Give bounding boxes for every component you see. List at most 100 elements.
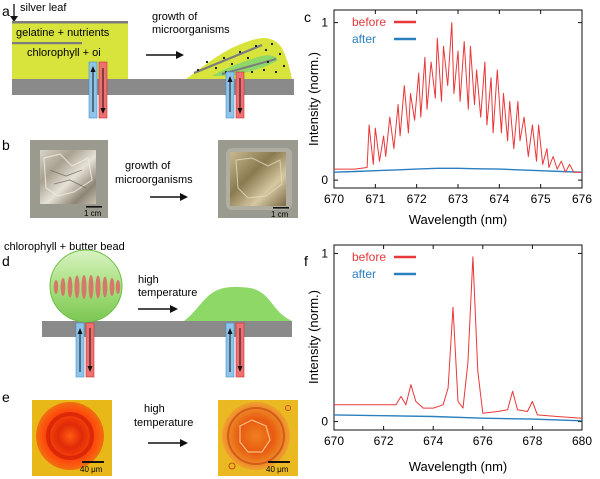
chart-f-ticks: 670 672 674 676 678 680 0 1 xyxy=(321,245,592,448)
melted-bead xyxy=(184,286,292,321)
y-tick-label: 0 xyxy=(321,415,328,429)
growth-arrowhead xyxy=(176,51,184,59)
legend-label-after: after xyxy=(352,32,376,46)
chlorophyll-leaf-tilted xyxy=(221,58,277,75)
microorganism-dots xyxy=(196,42,286,76)
y-tick-label: 1 xyxy=(321,246,328,260)
chart-f-frame xyxy=(333,244,583,431)
bead-after-ring xyxy=(227,407,285,465)
bead-after xyxy=(222,402,290,470)
panel-d-letter: d xyxy=(2,253,10,269)
chart-c-ticks: 670 671 672 673 674 675 676 0 1 xyxy=(321,10,592,206)
bubble-1 xyxy=(228,462,236,470)
panel-e-letter: e xyxy=(2,389,10,405)
x-tick-label: 672 xyxy=(374,434,394,448)
b-caption-1: growth of xyxy=(125,160,171,172)
scalebar-e-after xyxy=(268,461,290,463)
legend-label-after: after xyxy=(352,267,376,281)
chart-c: c 670 671 672 673 674 675 676 0 1 before after Wa… xyxy=(304,9,592,227)
gel-slab xyxy=(12,21,128,79)
growth-label-2: microorganisms xyxy=(152,24,230,36)
silver-leaf-tilted xyxy=(193,43,263,75)
bead-oil-bands xyxy=(53,275,121,299)
bead-before-ring xyxy=(46,412,94,460)
series-line-after xyxy=(334,414,582,422)
layer-gelatine-label: gelatine + nutrients xyxy=(16,27,110,39)
panel-d: d chlorophyll + butter bead high tempera… xyxy=(2,241,292,378)
silver-texture-before xyxy=(43,153,93,197)
layer-chlorophyll-label: chlorophyll + oi xyxy=(27,47,101,59)
silver-texture-after xyxy=(235,157,283,199)
x-tick-label: 671 xyxy=(365,192,385,206)
d-title: chlorophyll + butter bead xyxy=(4,241,125,253)
d-arrowhead-down-left xyxy=(87,366,93,372)
chart-c-ylabel: Intensity (norm.) xyxy=(306,52,321,146)
legend-label-before: before xyxy=(352,250,386,264)
d-arrowhead-down-right xyxy=(237,366,243,372)
series-line-before xyxy=(334,256,582,419)
chart-f: f 670 672 674 676 678 680 0 1 before after Wavel… xyxy=(304,244,592,474)
panel-b: b 1 cm growth of microorganisms 1 cm xyxy=(2,137,298,219)
scalebar-after xyxy=(273,207,289,209)
x-tick-label: 673 xyxy=(448,192,468,206)
d-caption-1: high xyxy=(138,274,159,286)
chart-f-legend: before after xyxy=(352,250,416,281)
panel-a: a silver leaf gelatine + nutrients chlor… xyxy=(2,2,294,119)
legend-label-before: before xyxy=(352,15,386,29)
silver-leaf-layer xyxy=(12,21,128,24)
e-caption-1: high xyxy=(144,403,165,415)
chart-f-ylabel: Intensity (norm.) xyxy=(306,290,321,384)
bubble-2 xyxy=(285,405,291,411)
x-tick-label: 676 xyxy=(572,192,592,206)
b-caption-2: microorganisms xyxy=(115,174,193,186)
scalebar-e-before xyxy=(82,461,104,463)
chart-c-series xyxy=(334,22,582,173)
d-caption-2: temperature xyxy=(138,287,197,299)
chart-c-legend: before after xyxy=(352,15,416,46)
chlorophyll-wedge xyxy=(212,55,278,76)
growth-label-1: growth of xyxy=(152,11,198,23)
chlorophyll-leaf-layer xyxy=(12,42,82,45)
series-line-after xyxy=(334,167,582,173)
silver-leaf-arrowhead xyxy=(10,16,18,22)
x-tick-label: 680 xyxy=(572,434,592,448)
bead-before xyxy=(36,402,104,470)
d-arrowhead xyxy=(170,305,178,313)
x-tick-label: 670 xyxy=(324,434,344,448)
arrowhead-up-left xyxy=(90,66,96,72)
scalebar-label-before: 1 cm xyxy=(84,209,102,218)
panel-f-letter: f xyxy=(304,253,308,269)
silver-texture-before-2 xyxy=(49,169,87,189)
chart-f-xlabel: Wavelength (nm) xyxy=(409,459,508,474)
e-caption-2: temperature xyxy=(134,417,193,429)
x-tick-label: 672 xyxy=(407,192,427,206)
arrowhead-down-left xyxy=(100,108,106,114)
substrate-a xyxy=(12,79,294,95)
chart-f-series xyxy=(334,256,582,422)
x-tick-label: 674 xyxy=(423,434,443,448)
x-tick-label: 670 xyxy=(324,192,344,206)
series-line-before xyxy=(334,22,582,173)
panel-c-letter: c xyxy=(304,9,311,25)
e-arrowhead xyxy=(180,439,188,447)
x-tick-label: 674 xyxy=(489,192,509,206)
arrowhead-down-right xyxy=(237,108,243,114)
silver-leaf-label: silver leaf xyxy=(20,2,67,14)
panel-e: e 40 μm high temperature 40 μm xyxy=(2,389,298,476)
panel-a-letter: a xyxy=(2,3,10,19)
x-tick-label: 675 xyxy=(531,192,551,206)
bead-after-texture xyxy=(239,419,271,453)
scalebar-before xyxy=(86,206,102,208)
d-arrowhead-up-left xyxy=(77,328,83,334)
x-tick-label: 676 xyxy=(473,434,493,448)
scalebar-label-e-after: 40 μm xyxy=(266,465,289,474)
x-tick-label: 678 xyxy=(522,434,542,448)
degraded-gel xyxy=(186,38,292,79)
panel-b-letter: b xyxy=(2,137,10,153)
scalebar-label-e-before: 40 μm xyxy=(80,465,103,474)
chart-c-xlabel: Wavelength (nm) xyxy=(409,212,508,227)
b-arrowhead xyxy=(180,193,188,201)
scalebar-label-after: 1 cm xyxy=(271,210,289,219)
d-arrowhead-up-right xyxy=(227,328,233,334)
